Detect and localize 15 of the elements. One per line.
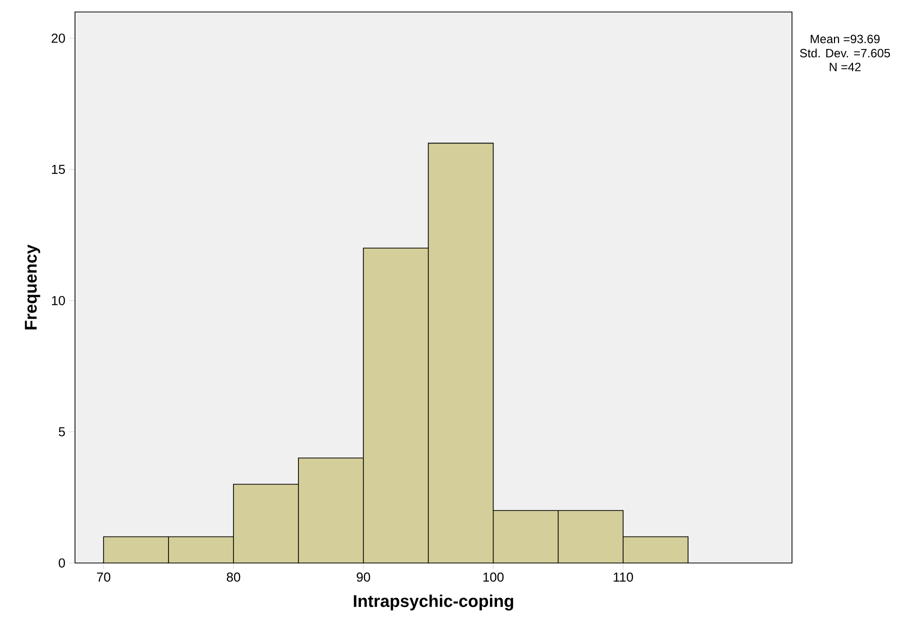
x-tick-label: 90 <box>356 572 370 582</box>
x-axis-title: Intrapsychic-coping <box>354 594 514 611</box>
x-tick-label: 100 <box>483 572 504 582</box>
x-tick-label: 110 <box>614 572 633 582</box>
text: Std. Dev. =7.605 <box>800 48 890 58</box>
text: N =42 <box>830 62 861 72</box>
y-tick-label: 5 <box>58 427 65 436</box>
y-axis-title: Frequency <box>24 244 40 330</box>
x-tick-label: 70 <box>97 572 110 582</box>
y-tick-label: 15 <box>52 164 65 174</box>
y-tick-label: 10 <box>52 296 65 306</box>
y-tick-label: 0 <box>58 558 65 568</box>
text: Mean =93.69 <box>810 34 880 44</box>
y-tick-label: 20 <box>52 34 65 43</box>
x-tick-label: 80 <box>226 572 240 582</box>
